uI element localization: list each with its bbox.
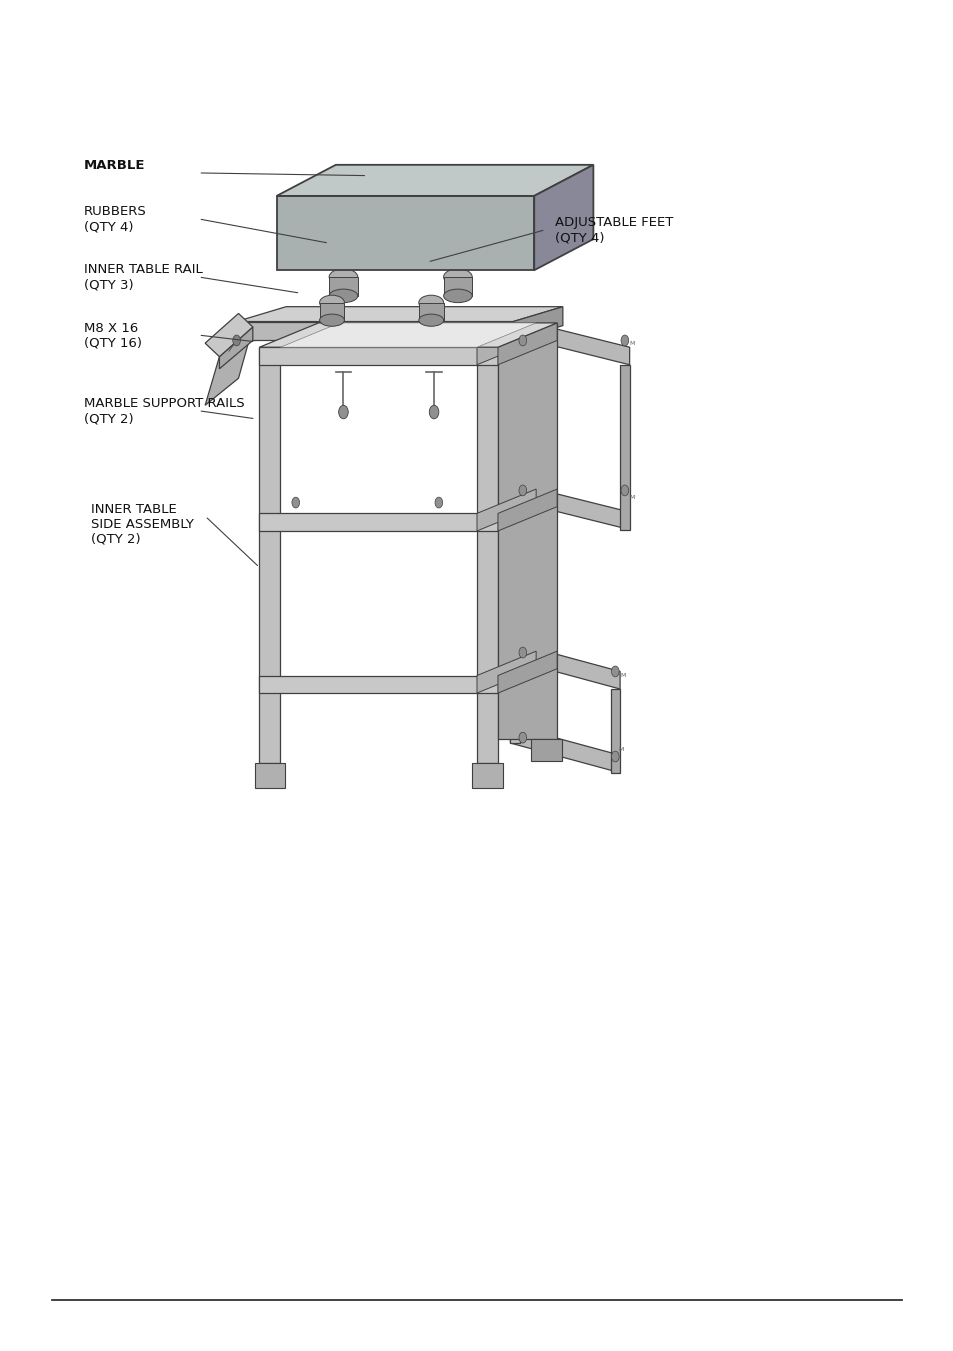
Circle shape — [620, 335, 628, 346]
Polygon shape — [510, 317, 519, 500]
Polygon shape — [510, 725, 619, 773]
Text: M: M — [629, 340, 635, 346]
Polygon shape — [510, 642, 619, 689]
Ellipse shape — [329, 269, 357, 285]
Polygon shape — [610, 689, 619, 773]
Circle shape — [518, 732, 526, 743]
Ellipse shape — [329, 289, 357, 303]
Text: ADJUSTABLE FEET
(QTY 4): ADJUSTABLE FEET (QTY 4) — [555, 216, 673, 245]
Polygon shape — [476, 489, 536, 531]
Polygon shape — [510, 317, 629, 365]
Polygon shape — [476, 651, 536, 693]
Polygon shape — [418, 303, 443, 320]
Text: M: M — [619, 673, 625, 678]
Text: INNER TABLE RAIL
(QTY 3): INNER TABLE RAIL (QTY 3) — [84, 263, 202, 292]
Text: MARBLE: MARBLE — [84, 159, 145, 173]
Text: RUBBERS
(QTY 4): RUBBERS (QTY 4) — [84, 205, 147, 234]
Polygon shape — [236, 307, 562, 322]
Text: M: M — [618, 747, 623, 753]
Circle shape — [233, 335, 240, 346]
Circle shape — [338, 405, 348, 419]
Polygon shape — [476, 323, 536, 365]
Polygon shape — [510, 482, 629, 530]
Circle shape — [518, 335, 526, 346]
Polygon shape — [276, 165, 593, 196]
Polygon shape — [443, 277, 472, 296]
Polygon shape — [276, 196, 534, 270]
Circle shape — [611, 666, 618, 677]
Polygon shape — [534, 165, 593, 270]
Polygon shape — [329, 277, 357, 296]
Ellipse shape — [443, 289, 472, 303]
Circle shape — [518, 647, 526, 658]
Polygon shape — [319, 303, 344, 320]
Polygon shape — [236, 322, 513, 340]
Circle shape — [620, 485, 628, 496]
Polygon shape — [497, 651, 557, 693]
Polygon shape — [259, 513, 497, 531]
Polygon shape — [259, 347, 280, 763]
Circle shape — [611, 751, 618, 762]
Ellipse shape — [443, 269, 472, 285]
Polygon shape — [497, 323, 557, 739]
Text: M: M — [629, 494, 635, 500]
Polygon shape — [531, 739, 561, 761]
Polygon shape — [280, 323, 536, 347]
Polygon shape — [254, 763, 285, 788]
Circle shape — [435, 497, 442, 508]
Polygon shape — [497, 323, 557, 347]
Polygon shape — [205, 313, 253, 357]
Polygon shape — [476, 347, 497, 763]
Circle shape — [429, 405, 438, 419]
Polygon shape — [259, 676, 497, 693]
Ellipse shape — [319, 296, 344, 311]
Ellipse shape — [418, 313, 443, 327]
Polygon shape — [205, 327, 253, 405]
Polygon shape — [497, 489, 557, 531]
Polygon shape — [259, 347, 497, 365]
Polygon shape — [259, 323, 557, 347]
Polygon shape — [510, 642, 519, 743]
Ellipse shape — [319, 313, 344, 327]
Polygon shape — [497, 323, 557, 365]
Polygon shape — [619, 365, 629, 530]
Circle shape — [292, 497, 299, 508]
Text: INNER TABLE
SIDE ASSEMBLY
(QTY 2): INNER TABLE SIDE ASSEMBLY (QTY 2) — [91, 503, 193, 546]
Ellipse shape — [418, 296, 443, 311]
Polygon shape — [219, 327, 253, 369]
Text: M8 X 16
(QTY 16): M8 X 16 (QTY 16) — [84, 322, 142, 350]
Circle shape — [518, 485, 526, 496]
Text: MARBLE SUPPORT RAILS
(QTY 2): MARBLE SUPPORT RAILS (QTY 2) — [84, 397, 244, 426]
Polygon shape — [513, 307, 562, 340]
Polygon shape — [472, 763, 502, 788]
